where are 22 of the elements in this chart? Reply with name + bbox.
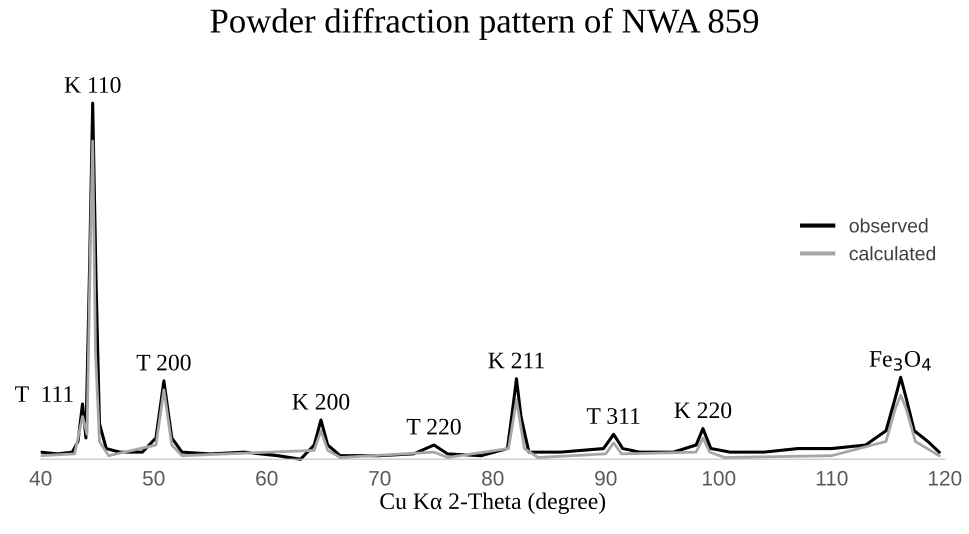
annotation: K 211 bbox=[488, 352, 544, 368]
annotation: Fe$_{3}$O$_{4}$ bbox=[870, 350, 931, 371]
x-tick-label: 70 bbox=[369, 470, 390, 486]
annotation: T 200 bbox=[136, 354, 191, 371]
chart-title: Powder diffraction pattern of NWA 859 bbox=[210, 8, 758, 40]
x-tick-label: 80 bbox=[482, 470, 504, 486]
x-tick-label: 120 bbox=[928, 470, 962, 486]
annotation: K 220 bbox=[674, 402, 732, 418]
annotation: K 110 bbox=[64, 76, 121, 93]
annotation: T 111 bbox=[15, 386, 73, 402]
x-tick-label: 60 bbox=[256, 470, 278, 486]
x-tick-label: 90 bbox=[595, 470, 617, 486]
legend-label: calculated bbox=[850, 246, 936, 260]
x-axis-title: Cu Kα 2-Theta (degree) bbox=[380, 492, 606, 514]
annotation: K 200 bbox=[292, 394, 350, 410]
x-tick-label: 100 bbox=[702, 470, 736, 486]
annotation: T 311 bbox=[586, 408, 640, 424]
annotation: T 220 bbox=[406, 418, 461, 435]
x-tick-label: 50 bbox=[142, 470, 164, 486]
legend-label: observed bbox=[850, 218, 928, 233]
x-tick-label: 110 bbox=[816, 470, 848, 486]
x-tick-label: 40 bbox=[30, 470, 52, 486]
